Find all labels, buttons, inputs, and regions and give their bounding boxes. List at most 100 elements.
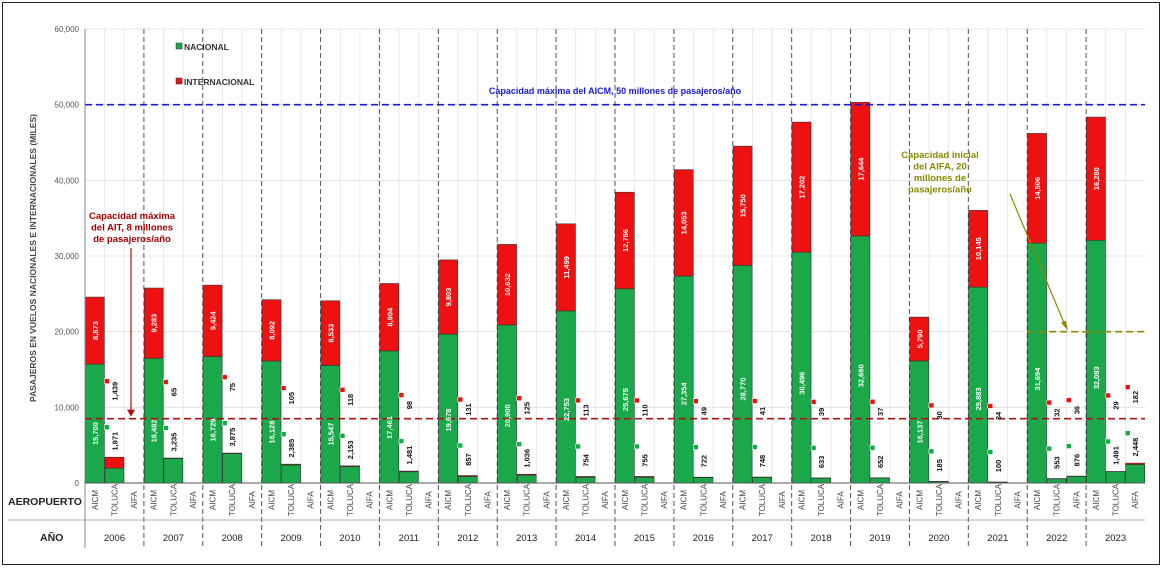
marker-aifa-internacional bbox=[1065, 397, 1072, 403]
bar-aicm-nacional bbox=[673, 275, 694, 484]
ref-arrowhead-ait bbox=[127, 409, 135, 417]
bar-toluca-nacional bbox=[104, 467, 125, 484]
airport-label: AIFA bbox=[601, 491, 610, 509]
year-label: 2014 bbox=[575, 533, 596, 544]
airport-label: TOLUCA bbox=[994, 483, 1003, 516]
value-label-toluca-internacional: 34 bbox=[994, 411, 1003, 420]
bar-aicm-internacional bbox=[615, 191, 635, 290]
airport-label: AICM bbox=[856, 490, 865, 510]
bar-toluca-internacional bbox=[104, 456, 125, 469]
bar-aicm-nacional bbox=[968, 286, 988, 484]
marker-toluca-internacional bbox=[987, 403, 994, 409]
value-label-aicm-internacional: 8,533 bbox=[326, 324, 335, 343]
marker-toluca-nacional bbox=[339, 433, 346, 439]
airport-label: AICM bbox=[739, 490, 748, 510]
bar-toluca-nacional bbox=[1046, 478, 1067, 484]
bar-toluca-internacional bbox=[222, 452, 243, 454]
value-label-aicm-nacional: 19,678 bbox=[444, 409, 453, 432]
marker-toluca-nacional bbox=[280, 431, 287, 437]
bar-aicm-internacional bbox=[438, 259, 458, 335]
airport-label: TOLUCA bbox=[228, 483, 237, 516]
marker-toluca-internacional bbox=[280, 385, 287, 391]
bar-aicm-internacional bbox=[379, 283, 400, 352]
ref-arrow-aifa bbox=[1009, 193, 1067, 328]
marker-toluca-internacional bbox=[221, 374, 228, 380]
airport-label: AICM bbox=[209, 490, 218, 510]
marker-toluca-nacional bbox=[163, 425, 169, 431]
value-label-aicm-nacional: 16,482 bbox=[150, 419, 159, 442]
year-label: 2011 bbox=[399, 533, 419, 544]
value-label-toluca-internacional: 113 bbox=[582, 404, 591, 416]
airport-label: AIFA bbox=[1072, 491, 1081, 509]
airport-label: AIFA bbox=[189, 491, 198, 509]
value-label-aicm-internacional: 9,803 bbox=[444, 288, 453, 307]
value-label-aicm-internacional: 17,202 bbox=[797, 176, 806, 199]
y-tick-label: 50,000 bbox=[55, 101, 80, 110]
bar-toluca-internacional bbox=[399, 470, 419, 473]
value-label-aicm-nacional: 16,729 bbox=[209, 419, 218, 442]
bar-aicm-nacional bbox=[850, 235, 871, 484]
value-label-toluca-nacional: 1,491 bbox=[1112, 446, 1121, 465]
value-label-aicm-nacional: 20,900 bbox=[503, 404, 512, 427]
marker-toluca-nacional bbox=[516, 441, 522, 448]
bar-aicm-nacional bbox=[615, 288, 635, 484]
airport-label: AICM bbox=[385, 490, 394, 510]
airport-label: AIFA bbox=[1013, 491, 1022, 509]
legend-label-internacional: INTERNACIONAL bbox=[184, 77, 254, 87]
value-label-aifa-internacional: 182 bbox=[1131, 391, 1140, 404]
y-axis-label: PASAJEROS EN VUELOS NACIONALES E INTERNA… bbox=[28, 114, 38, 402]
bar-aicm-internacional bbox=[320, 300, 341, 366]
value-label-aicm-internacional: 17,644 bbox=[856, 157, 865, 181]
value-label-toluca-nacional: 553 bbox=[1053, 456, 1062, 469]
marker-toluca-nacional bbox=[693, 444, 699, 450]
airport-label: AICM bbox=[974, 490, 983, 510]
value-label-aicm-nacional: 32,083 bbox=[1092, 366, 1101, 389]
airport-label: AIFA bbox=[896, 491, 905, 509]
bar-aicm-nacional bbox=[1086, 239, 1106, 484]
value-label-toluca-nacional: 748 bbox=[758, 455, 767, 468]
y-tick-label: 40,000 bbox=[55, 176, 80, 185]
value-label-aicm-internacional: 10,632 bbox=[503, 273, 512, 296]
value-label-aicm-nacional: 16,137 bbox=[915, 421, 924, 444]
value-label-toluca-nacional: 652 bbox=[876, 456, 885, 469]
marker-toluca-internacional bbox=[810, 399, 817, 405]
marker-toluca-nacional bbox=[751, 444, 758, 450]
bar-aicm-nacional bbox=[732, 265, 753, 484]
value-label-toluca-internacional: 75 bbox=[228, 383, 237, 391]
marker-toluca-internacional bbox=[751, 398, 758, 404]
marker-toluca-internacional bbox=[1046, 399, 1052, 406]
airport-label: TOLUCA bbox=[817, 483, 826, 516]
value-label-aicm-internacional: 8,904 bbox=[385, 307, 394, 327]
value-label-toluca-internacional: 110 bbox=[640, 404, 649, 416]
value-label-toluca-nacional: 633 bbox=[817, 456, 826, 469]
airport-label: AICM bbox=[1092, 490, 1101, 510]
labels-layer: 15,700 8,873 1,971 1,439 AICM TOLUCA AIFA 2006 1… bbox=[91, 157, 1140, 544]
legend-swatch-nacional bbox=[175, 42, 183, 50]
airport-label: TOLUCA bbox=[1053, 483, 1062, 516]
airport-label: AICM bbox=[1033, 490, 1042, 510]
value-label-toluca-internacional: 39 bbox=[817, 408, 826, 416]
bar-toluca-nacional bbox=[516, 474, 537, 484]
value-label-aicm-internacional: 8,873 bbox=[91, 321, 100, 340]
year-label: 2016 bbox=[693, 533, 714, 544]
airport-label: AIFA bbox=[425, 491, 434, 509]
marker-toluca-internacional bbox=[516, 395, 522, 402]
airport-label: AIFA bbox=[248, 491, 257, 509]
value-label-aicm-nacional: 25,883 bbox=[974, 387, 983, 410]
airport-label: AICM bbox=[621, 490, 630, 510]
airport-label: AIFA bbox=[366, 491, 375, 509]
bar-toluca-nacional bbox=[693, 477, 714, 484]
value-label-toluca-internacional: 65 bbox=[169, 388, 178, 396]
row-label-airport: AEROPUERTO bbox=[8, 496, 82, 508]
airport-label: AIFA bbox=[719, 491, 728, 509]
marker-toluca-nacional bbox=[928, 448, 935, 455]
marker-toluca-nacional bbox=[457, 442, 464, 449]
bar-toluca-nacional bbox=[634, 476, 655, 484]
bar-aicm-internacional bbox=[202, 284, 223, 357]
value-label-aicm-internacional: 14,506 bbox=[1033, 177, 1042, 200]
airport-label: AICM bbox=[797, 490, 806, 510]
value-label-aicm-internacional: 5,790 bbox=[915, 330, 924, 349]
airport-label: AICM bbox=[267, 490, 276, 510]
marker-toluca-nacional bbox=[1105, 438, 1111, 445]
bar-aicm-internacional bbox=[673, 169, 694, 277]
